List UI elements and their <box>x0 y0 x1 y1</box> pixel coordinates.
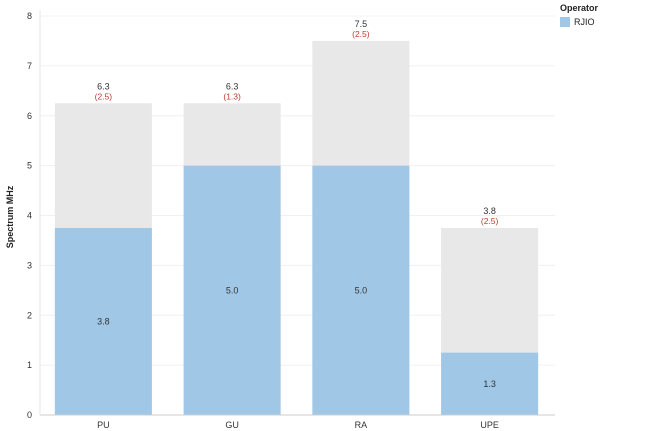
rjio-bar-upe[interactable] <box>441 352 539 415</box>
total-label: 6.3 <box>226 81 239 91</box>
x-category-label: UPE <box>480 420 499 430</box>
x-axis-categories: PU GU RA UPE <box>97 420 499 430</box>
legend-label: RJIO <box>574 17 595 27</box>
x-category-label: RA <box>355 420 368 430</box>
y-tick-label: 5 <box>27 161 32 171</box>
value-label: 5.0 <box>226 285 239 295</box>
bar-labels: 3.86.3(2.5)5.06.3(1.3)5.07.5(2.5)1.33.8(… <box>95 19 499 389</box>
total-label: 3.8 <box>483 206 496 216</box>
value-label: 3.8 <box>97 316 110 326</box>
y-tick-label: 7 <box>27 61 32 71</box>
y-tick-label: 6 <box>27 111 32 121</box>
gap-label: (2.5) <box>481 216 499 226</box>
legend-title: Operator <box>560 3 599 13</box>
y-tick-label: 0 <box>27 410 32 420</box>
y-tick-label: 2 <box>27 310 32 320</box>
gap-label: (2.5) <box>95 91 113 101</box>
rjio-bar-pu[interactable] <box>54 227 152 415</box>
bars <box>54 40 539 415</box>
legend-item-rjio[interactable]: RJIO <box>560 17 598 27</box>
rjio-bar-gu[interactable] <box>183 165 281 415</box>
rjio-bar-ra[interactable] <box>312 165 410 415</box>
gap-label: (2.5) <box>352 29 370 39</box>
gap-label: (1.3) <box>223 91 241 101</box>
x-category-label: PU <box>97 420 110 430</box>
value-label: 5.0 <box>355 285 368 295</box>
y-axis-title: Spectrum MHz <box>5 185 15 248</box>
legend: Operator RJIO <box>560 3 598 27</box>
x-category-label: GU <box>225 420 239 430</box>
y-tick-label: 1 <box>27 360 32 370</box>
y-axis-ticks: 0 1 2 3 4 5 6 7 8 <box>27 11 32 420</box>
legend-swatch <box>560 17 570 27</box>
total-label: 7.5 <box>355 19 368 29</box>
y-tick-label: 8 <box>27 11 32 21</box>
y-tick-label: 4 <box>27 211 32 221</box>
total-label: 6.3 <box>97 81 110 91</box>
y-tick-label: 3 <box>27 260 32 270</box>
value-label: 1.3 <box>483 379 496 389</box>
